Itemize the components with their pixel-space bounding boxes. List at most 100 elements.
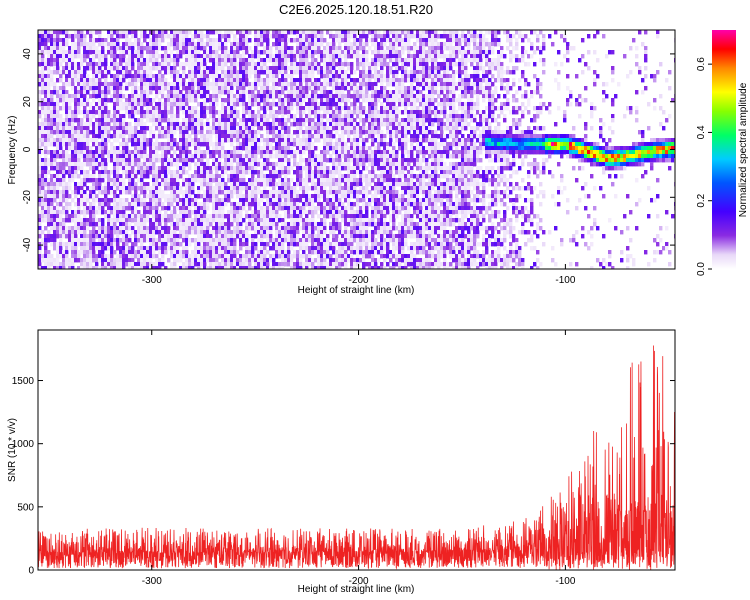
spectrogram-cell [65,154,69,159]
spectrogram-cell [59,126,63,131]
spectrogram-cell [326,246,330,251]
spectrogram-cell [158,118,162,123]
spectrogram-cell [311,122,315,127]
spectrogram-cell [203,254,207,259]
spectrogram-cell [77,42,81,47]
spectrogram-cell [296,146,300,151]
spectrogram-cell [266,66,270,71]
spectrogram-cell [173,46,177,51]
spectrogram-cell [101,126,105,131]
spectrogram-cell [77,130,81,135]
spectrogram-cell [131,206,135,211]
spectrogram-cell [200,214,204,219]
spectrogram-cell [128,82,132,87]
spectrogram-cell [137,130,141,135]
spectrogram-cell [266,190,270,195]
spectrogram-cell [146,74,150,79]
spectrogram-cell [287,146,291,151]
spectrogram-cell [221,106,225,111]
spectrogram-cell [245,130,249,135]
spectrogram-cell [305,78,309,83]
spectrogram-cell [158,198,162,203]
spectrogram-cell [287,202,291,207]
spectrogram-cell [221,126,225,131]
spectrogram-cell [230,266,234,269]
spectrogram-cell [131,230,135,235]
spectrogram-cell [299,130,303,135]
spectrogram-cell [179,62,183,67]
spectrogram-cell [203,134,207,139]
spectrogram-cell [215,118,219,123]
spectrogram-cell [56,30,60,35]
spectrogram-cell [86,186,90,191]
spectrogram-cell [185,58,189,63]
spectrogram-cell [62,206,66,211]
spectrogram-cell [125,110,129,115]
spectrogram-cell [68,114,72,119]
spectrogram-cell [44,82,48,87]
spectrogram-cell [203,54,207,59]
spectrogram-cell [92,190,96,195]
spectrogram-cell [263,138,267,143]
spectrogram-cell [158,214,162,219]
spectrogram-cell [311,194,315,199]
spectrogram-cell [326,42,330,47]
spectrogram-cell [272,262,276,267]
spectrogram-cell [275,262,279,267]
spectrogram-cell [224,246,228,251]
spectrogram-cell [107,126,111,131]
spectrogram-cell [311,46,315,51]
spectrogram-cell [200,222,204,227]
spectrogram-cell [290,98,294,103]
spectrogram-cell [155,118,159,123]
spectrogram-cell [287,38,291,43]
spectrogram-cell [107,182,111,187]
spectrogram-cell [302,210,306,215]
spectrogram-cell [47,114,51,119]
spectrogram-cell [230,82,234,87]
spectrogram-cell [293,158,297,163]
spectrogram-cell [92,162,96,167]
spectrogram-cell [209,214,213,219]
spectrogram-cell [134,234,138,239]
spectrogram-cell [116,254,120,259]
spectrogram-cell [308,138,312,143]
spectrogram-cell [314,206,318,211]
spectrogram-cell [137,150,141,155]
spectrogram-cell [323,82,327,87]
spectrogram-cell [179,138,183,143]
spectrogram-cell [218,190,222,195]
spectrogram-cell [317,134,321,139]
spectrogram-cell [203,198,207,203]
spectrogram-cell [110,246,114,251]
spectrogram-cell [263,46,267,51]
spectrogram-cell [173,226,177,231]
spectrogram-cell [134,186,138,191]
spectrogram-cell [44,258,48,263]
spectrogram-cell [113,130,117,135]
spectrogram-cell [161,150,165,155]
spectrogram-cell [65,34,69,39]
spectrogram-cell [104,130,108,135]
spectrogram-cell [179,90,183,95]
spectrogram-cell [248,170,252,175]
spectrogram-cell [221,70,225,75]
spectrogram-cell [323,198,327,203]
spectrogram-cell [38,170,42,175]
spectrogram-cell [170,190,174,195]
spectrogram-cell [182,30,186,35]
spectrogram-cell [278,202,282,207]
spectrogram-cell [146,206,150,211]
spectrogram-cell [293,98,297,103]
spectrogram-cell [92,198,96,203]
spectrogram-cell [305,242,309,247]
spectrogram-cell [92,254,96,259]
spectrogram-cell [122,126,126,131]
spectrogram-cell [89,146,93,151]
spectrogram-cell [194,218,198,223]
spectrogram-cell [275,198,279,203]
spectrogram-cell [152,142,156,147]
spectrogram-cell [80,150,84,155]
spectrogram-cell [206,258,210,263]
spectrogram-cell [329,134,333,139]
